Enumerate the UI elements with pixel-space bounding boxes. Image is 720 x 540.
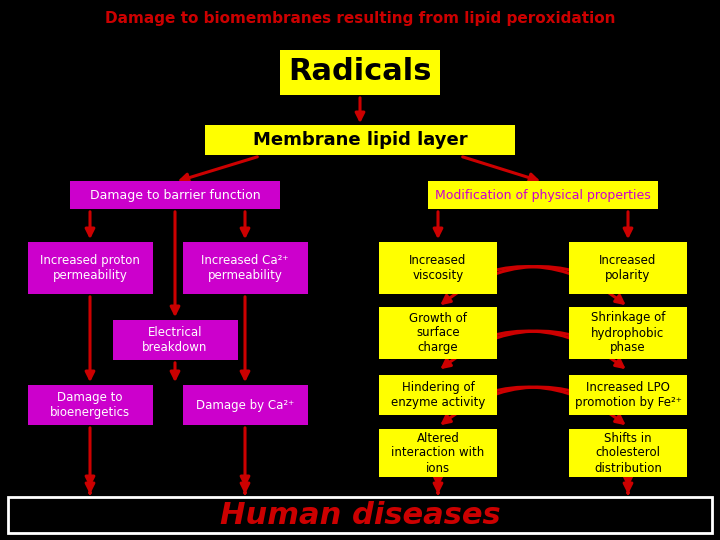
- FancyBboxPatch shape: [70, 181, 280, 209]
- FancyBboxPatch shape: [182, 385, 307, 425]
- FancyBboxPatch shape: [379, 307, 497, 359]
- Text: Hindering of
enzyme activity: Hindering of enzyme activity: [391, 381, 485, 409]
- Text: Increased
polarity: Increased polarity: [599, 254, 657, 282]
- Text: Electrical
breakdown: Electrical breakdown: [143, 326, 207, 354]
- Text: Human diseases: Human diseases: [220, 501, 500, 530]
- FancyBboxPatch shape: [379, 242, 497, 294]
- Text: Increased proton
permeability: Increased proton permeability: [40, 254, 140, 282]
- FancyBboxPatch shape: [27, 242, 153, 294]
- FancyArrowPatch shape: [443, 267, 626, 303]
- FancyBboxPatch shape: [569, 242, 687, 294]
- FancyBboxPatch shape: [112, 320, 238, 360]
- FancyArrowPatch shape: [441, 387, 623, 423]
- Text: Increased LPO
promotion by Fe²⁺: Increased LPO promotion by Fe²⁺: [575, 381, 681, 409]
- FancyArrowPatch shape: [443, 331, 626, 367]
- Text: Shifts in
cholesterol
distribution: Shifts in cholesterol distribution: [594, 431, 662, 475]
- FancyArrowPatch shape: [441, 331, 623, 367]
- Text: Growth of
surface
charge: Growth of surface charge: [409, 312, 467, 354]
- Text: Membrane lipid layer: Membrane lipid layer: [253, 131, 467, 149]
- Text: Increased
viscosity: Increased viscosity: [409, 254, 467, 282]
- Text: Altered
interaction with
ions: Altered interaction with ions: [392, 431, 485, 475]
- Text: Damage to barrier function: Damage to barrier function: [90, 188, 261, 201]
- FancyBboxPatch shape: [205, 125, 515, 155]
- Text: Modification of physical properties: Modification of physical properties: [435, 188, 651, 201]
- FancyBboxPatch shape: [379, 375, 497, 415]
- FancyBboxPatch shape: [8, 497, 712, 533]
- FancyBboxPatch shape: [569, 307, 687, 359]
- FancyBboxPatch shape: [428, 181, 658, 209]
- FancyArrowPatch shape: [443, 387, 626, 423]
- Text: Increased Ca²⁺
permeability: Increased Ca²⁺ permeability: [202, 254, 289, 282]
- FancyBboxPatch shape: [182, 242, 307, 294]
- Text: Shrinkage of
hydrophobic
phase: Shrinkage of hydrophobic phase: [591, 312, 665, 354]
- Text: Damage to biomembranes resulting from lipid peroxidation: Damage to biomembranes resulting from li…: [104, 10, 616, 25]
- FancyBboxPatch shape: [569, 429, 687, 477]
- Text: Radicals: Radicals: [288, 57, 432, 86]
- FancyBboxPatch shape: [280, 50, 440, 94]
- FancyArrowPatch shape: [441, 267, 623, 303]
- FancyBboxPatch shape: [569, 375, 687, 415]
- Text: Damage by Ca²⁺: Damage by Ca²⁺: [196, 399, 294, 411]
- FancyBboxPatch shape: [27, 385, 153, 425]
- FancyBboxPatch shape: [379, 429, 497, 477]
- Text: Damage to
bioenergetics: Damage to bioenergetics: [50, 391, 130, 419]
